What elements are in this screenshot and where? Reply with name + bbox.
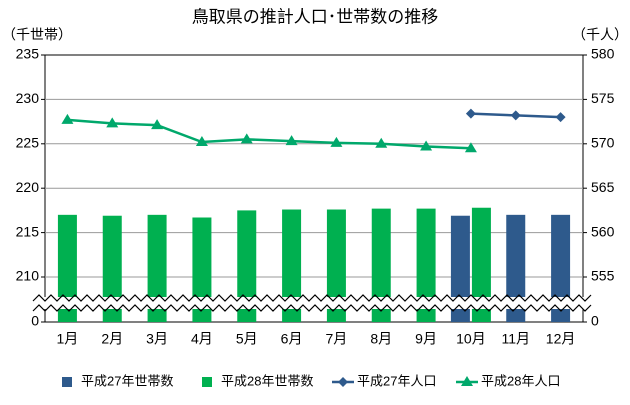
bar (147, 214, 167, 322)
x-tick-label: 11月 (501, 331, 530, 347)
y2-tick-label: 580 (591, 46, 615, 62)
legend-label: 平成28年人口 (481, 373, 560, 388)
y-tick-label: 225 (16, 135, 40, 151)
line-marker (285, 135, 298, 146)
line-marker (240, 133, 253, 144)
x-tick-label: 4月 (191, 331, 213, 347)
line-marker (461, 376, 473, 386)
x-tick-label: 5月 (236, 331, 258, 347)
bar (282, 209, 302, 322)
y-tick-label: 215 (16, 223, 40, 239)
y-axis-label: （千世帯） (2, 27, 72, 43)
x-tick-label: 9月 (415, 331, 437, 347)
line-marker (510, 110, 521, 121)
line-marker (151, 119, 164, 130)
x-tick-label: 12月 (546, 331, 576, 347)
bar (237, 210, 257, 322)
bar (102, 215, 122, 322)
y-tick-label: 0 (31, 313, 39, 329)
line-marker (106, 117, 119, 128)
y-tick-label: 230 (16, 90, 40, 106)
x-tick-label: 2月 (101, 331, 123, 347)
line-marker (465, 108, 476, 119)
axis-break-line (32, 304, 592, 312)
axis-break-line (32, 294, 592, 302)
y2-tick-label: 570 (591, 135, 615, 151)
x-tick-label: 7月 (326, 331, 348, 347)
legend-swatch (202, 377, 212, 387)
line-marker (330, 136, 343, 147)
bar (506, 214, 526, 322)
legend-swatch (62, 377, 72, 387)
bar (450, 215, 470, 322)
x-tick-label: 6月 (281, 331, 303, 347)
y2-tick-label: 0 (591, 313, 599, 329)
line-marker (375, 137, 388, 148)
y2-tick-label: 565 (591, 179, 615, 195)
y-tick-label: 210 (16, 268, 40, 284)
x-tick-label: 3月 (146, 331, 168, 347)
line-marker (195, 136, 208, 147)
bar (471, 207, 491, 322)
y2-tick-label: 575 (591, 90, 615, 106)
x-tick-label: 10月 (456, 331, 486, 347)
legend-label: 平成27年人口 (357, 373, 436, 388)
line-marker (420, 140, 433, 151)
line-marker (555, 112, 566, 123)
y-tick-label: 220 (16, 179, 40, 195)
x-tick-label: 1月 (57, 331, 79, 347)
legend-label: 平成28年世帯数 (221, 373, 313, 388)
y2-tick-label: 555 (591, 268, 615, 284)
bar (416, 208, 436, 322)
y2-axis-label: （千人） (572, 27, 628, 43)
legend-label: 平成27年世帯数 (81, 373, 173, 388)
line-marker (338, 377, 348, 387)
y-tick-label: 235 (16, 46, 40, 62)
x-tick-label: 8月 (370, 331, 392, 347)
bar (326, 209, 346, 322)
line-marker (61, 113, 74, 124)
line (67, 118, 471, 150)
line-marker (464, 142, 477, 153)
y2-tick-label: 560 (591, 223, 615, 239)
chart-title: 鳥取県の推計人口･世帯数の推移 (192, 7, 439, 26)
bar (371, 208, 391, 322)
